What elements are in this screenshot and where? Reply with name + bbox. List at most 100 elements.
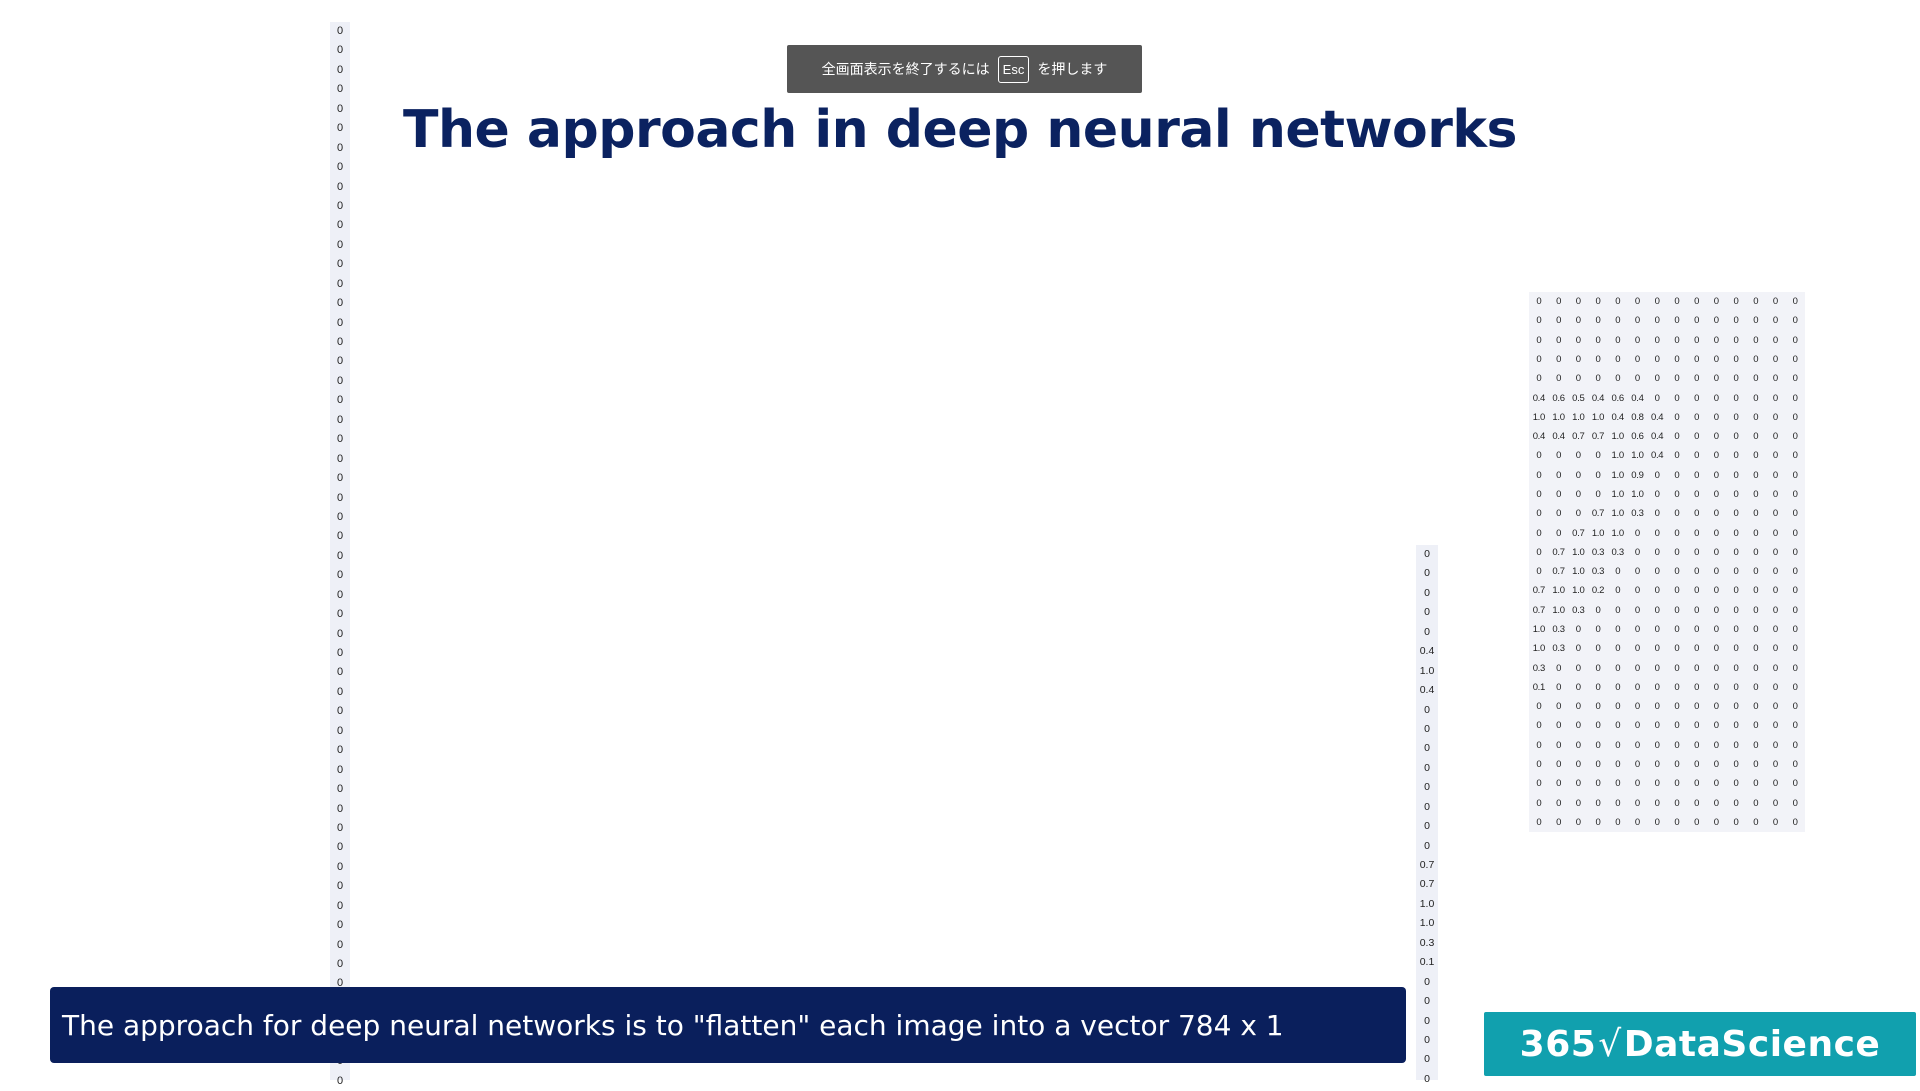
matrix-cell: 0.9 (1631, 469, 1644, 481)
vector-cell: 0.4 (1419, 684, 1435, 697)
matrix-cell: 0 (1634, 296, 1640, 308)
matrix-cell: 0 (1654, 758, 1660, 770)
matrix-cell: 0 (1713, 643, 1719, 655)
matrix-cell: 0 (1575, 488, 1581, 500)
matrix-cell: 0 (1772, 392, 1778, 404)
matrix-cell: 0 (1595, 334, 1601, 346)
matrix-cell: 0 (1792, 546, 1798, 558)
vector-cell: 0.7 (1419, 878, 1435, 891)
matrix-cell: 0 (1674, 604, 1680, 616)
matrix-cell: 0 (1772, 469, 1778, 481)
matrix-cell: 0.2 (1591, 585, 1605, 597)
vector-cell: 0 (1424, 1072, 1430, 1085)
vector-cell: 0 (336, 141, 344, 154)
matrix-cell: 0 (1575, 681, 1581, 693)
matrix-cell: 0 (1575, 353, 1581, 365)
vector-cell: 0 (1424, 586, 1430, 599)
fullscreen-exit-notice: 全画面表示を終了するには Esc を押します (787, 45, 1142, 93)
matrix-cell: 1.0 (1591, 527, 1605, 539)
vector-cell: 0 (336, 122, 344, 135)
vector-cell: 1.0 (1419, 664, 1435, 677)
matrix-cell: 0 (1595, 373, 1601, 385)
matrix-cell: 0 (1733, 701, 1739, 713)
matrix-cell: 0 (1615, 816, 1621, 828)
vector-cell: 0 (336, 238, 344, 251)
matrix-cell: 0 (1674, 315, 1680, 327)
matrix-cell: 0 (1792, 797, 1798, 809)
matrix-cell: 0 (1634, 681, 1640, 693)
matrix-cell: 0 (1772, 450, 1778, 462)
matrix-cell: 0 (1733, 585, 1739, 597)
matrix-cell: 0 (1536, 315, 1542, 327)
matrix-cell: 0 (1694, 392, 1700, 404)
matrix-cell: 0 (1674, 816, 1680, 828)
matrix-cell: 0 (1556, 662, 1562, 674)
matrix-cell: 0 (1753, 778, 1759, 790)
matrix-cell: 0 (1556, 315, 1562, 327)
matrix-cell: 0 (1753, 296, 1759, 308)
vector-cell: 0.7 (1419, 859, 1435, 871)
matrix-cell: 0 (1674, 392, 1680, 404)
matrix-cell: 0 (1536, 720, 1542, 732)
matrix-cell: 0.3 (1631, 508, 1644, 520)
matrix-cell: 0 (1595, 758, 1601, 770)
matrix-cell: 1.0 (1552, 585, 1565, 597)
matrix-cell: 0 (1713, 527, 1719, 539)
matrix-cell: 0 (1772, 488, 1778, 500)
matrix-cell: 0 (1733, 527, 1739, 539)
matrix-cell: 0 (1556, 739, 1562, 751)
matrix-cell: 0 (1694, 739, 1700, 751)
matrix-cell: 0 (1674, 546, 1680, 558)
matrix-cell: 0.4 (1631, 392, 1644, 404)
matrix-cell: 0 (1595, 797, 1601, 809)
matrix-cell: 0 (1792, 431, 1798, 443)
vector-cell: 0 (336, 899, 344, 912)
vector-cell: 0 (1424, 839, 1430, 852)
vector-cell: 0 (336, 841, 344, 854)
matrix-cell: 0 (1772, 411, 1778, 423)
matrix-cell: 0 (1556, 681, 1562, 693)
matrix-cell: 1.0 (1591, 411, 1605, 423)
vector-cell: 0 (336, 977, 344, 990)
matrix-cell: 0 (1792, 488, 1798, 500)
vector-cell: 0 (336, 763, 344, 776)
matrix-cell: 0 (1753, 411, 1759, 423)
matrix-cell: 0 (1536, 758, 1542, 770)
matrix-cell: 0.7 (1552, 566, 1565, 578)
vector-cell: 0 (336, 880, 344, 893)
matrix-cell: 0 (1674, 701, 1680, 713)
matrix-cell: 0 (1792, 411, 1798, 423)
vector-cell: 0 (1424, 820, 1430, 833)
matrix-cell: 0 (1595, 701, 1601, 713)
vector-cell: 0 (336, 44, 344, 57)
matrix-cell: 0 (1733, 315, 1739, 327)
matrix-cell: 0 (1634, 566, 1640, 578)
matrix-cell: 0 (1536, 353, 1542, 365)
matrix-cell: 0 (1615, 701, 1621, 713)
matrix-cell: 0.4 (1532, 431, 1546, 443)
matrix-cell: 0 (1634, 758, 1640, 770)
matrix-cell: 0 (1654, 334, 1660, 346)
matrix-cell: 0 (1792, 315, 1798, 327)
matrix-cell: 0 (1634, 662, 1640, 674)
matrix-cell: 1.0 (1552, 411, 1565, 423)
matrix-cell: 0 (1575, 623, 1581, 635)
matrix-cell: 0 (1615, 334, 1621, 346)
matrix-cell: 0 (1713, 739, 1719, 751)
matrix-cell: 0 (1674, 585, 1680, 597)
vector-cell: 0 (336, 588, 344, 601)
matrix-cell: 0 (1753, 353, 1759, 365)
matrix-cell: 0 (1733, 488, 1739, 500)
matrix-cell: 0 (1654, 546, 1660, 558)
matrix-cell: 0 (1772, 431, 1778, 443)
matrix-cell: 0 (1772, 739, 1778, 751)
matrix-cell: 1.0 (1611, 488, 1625, 500)
matrix-cell: 0 (1772, 778, 1778, 790)
matrix-cell: 0 (1792, 450, 1798, 462)
matrix-cell: 0.6 (1631, 431, 1644, 443)
matrix-cell: 0 (1772, 527, 1778, 539)
matrix-cell: 0 (1595, 469, 1601, 481)
vector-cell: 0 (336, 510, 344, 523)
vector-cell: 0 (336, 724, 344, 737)
matrix-cell: 0 (1713, 662, 1719, 674)
